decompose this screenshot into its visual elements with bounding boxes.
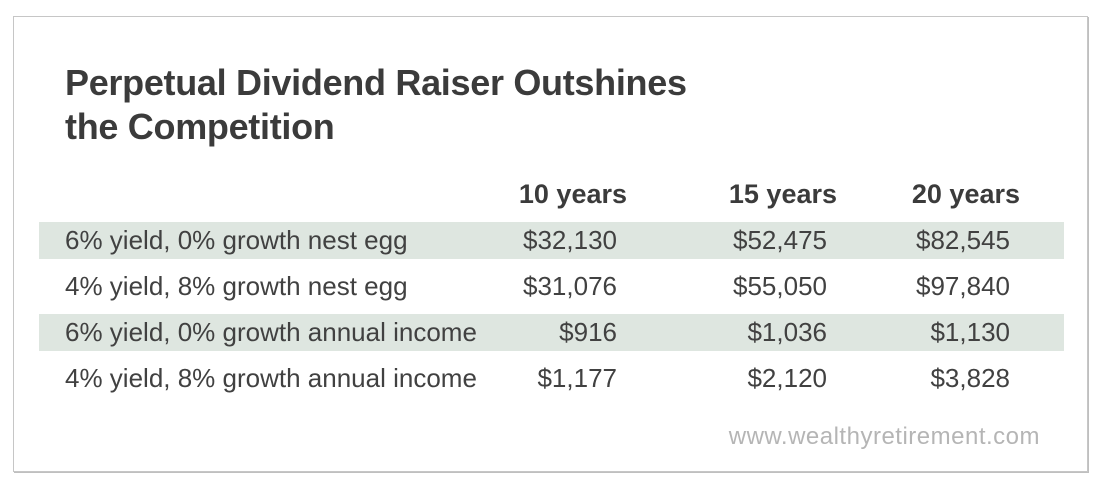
cell-value: $1,177 <box>537 363 617 393</box>
cell-value: $1,036 <box>671 314 881 351</box>
cell-value: $82,545 <box>881 222 1064 259</box>
column-header-20-years: 20 years <box>911 179 1020 209</box>
cell-value: $2,120 <box>747 363 827 393</box>
data-table: 10 years 15 years 20 years 6% yield, 0% … <box>39 167 1064 406</box>
watermark-url: www.wealthyretirement.com <box>728 423 1040 450</box>
chart-title-line2: the Competition <box>65 106 335 147</box>
cell-value: $31,076 <box>523 271 617 301</box>
row-label: 4% yield, 8% growth annual income <box>65 363 477 393</box>
table-card: Perpetual Dividend Raiser Outshines the … <box>13 16 1088 472</box>
table-row: 4% yield, 8% growth annual income $1,177… <box>39 360 1064 397</box>
row-label: 6% yield, 0% growth annual income <box>39 314 479 351</box>
cell-value: $1,130 <box>881 314 1064 351</box>
table-row: 4% yield, 8% growth nest egg $31,076 $55… <box>39 268 1064 305</box>
cell-value: $32,130 <box>479 222 671 259</box>
row-label: 6% yield, 0% growth nest egg <box>39 222 479 259</box>
cell-value: $55,050 <box>733 271 827 301</box>
table-header-row: 10 years 15 years 20 years <box>39 176 1064 213</box>
cell-value: $52,475 <box>671 222 881 259</box>
column-header-10-years: 10 years <box>518 179 627 209</box>
row-label: 4% yield, 8% growth nest egg <box>65 271 408 301</box>
cell-value: $3,828 <box>930 363 1010 393</box>
cell-value: $916 <box>479 314 671 351</box>
cell-value: $97,840 <box>916 271 1010 301</box>
chart-title: Perpetual Dividend Raiser Outshines the … <box>65 61 1047 149</box>
chart-title-line1: Perpetual Dividend Raiser Outshines <box>65 62 687 103</box>
table-row: 6% yield, 0% growth annual income $916 $… <box>39 314 1064 351</box>
column-header-15-years: 15 years <box>728 179 837 209</box>
table-row: 6% yield, 0% growth nest egg $32,130 $52… <box>39 222 1064 259</box>
row-label-column-header <box>39 176 479 213</box>
